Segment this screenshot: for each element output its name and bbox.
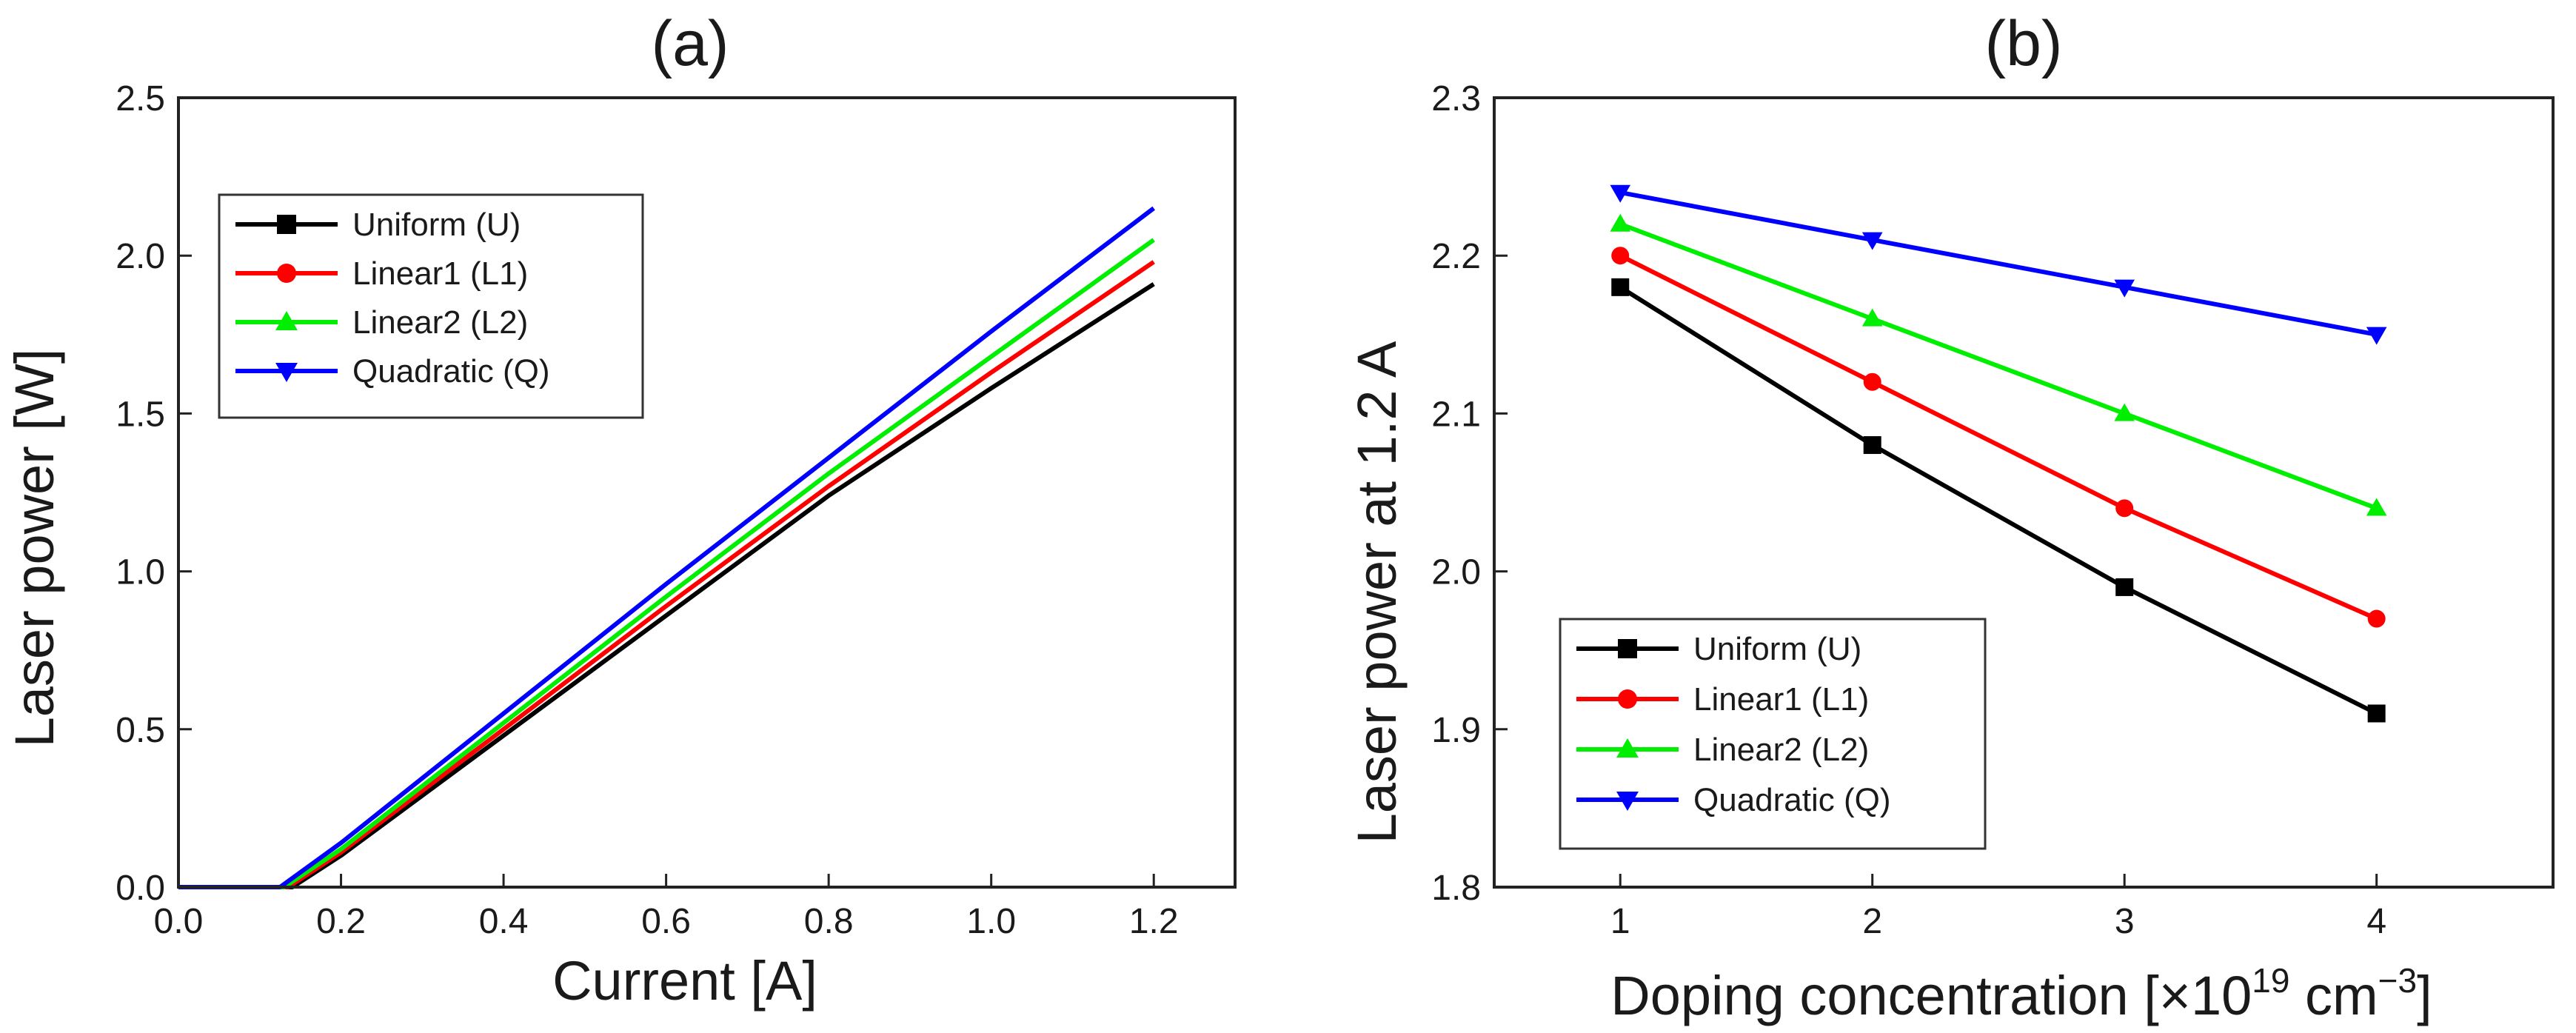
chart-b-y-tick-label: 2.0 (1431, 553, 1481, 592)
chart-a-x-axis-label: Current [A] (552, 950, 817, 1012)
chart-b-point-linear2-l2 (1610, 213, 1631, 232)
chart-b-x-axis-label-exp2: −3 (2378, 961, 2417, 1000)
chart-b-x-axis-label-exp1: 19 (2252, 961, 2289, 1000)
chart-a-y-tick-label: 0.0 (116, 869, 165, 908)
chart-b-y-tick-label: 2.3 (1431, 79, 1481, 118)
chart-a-x-tick-label: 1.0 (966, 902, 1016, 941)
chart-b-point-linear2-l2 (2366, 498, 2387, 516)
chart-b-point-linear2-l2 (1861, 308, 1883, 327)
chart-a-x-tick-label: 0.6 (641, 902, 691, 941)
chart-b-x-axis-label: Doping concentration [×1019 cm−3] (1610, 961, 2432, 1026)
chart-a-x-tick-label: 1.2 (1129, 902, 1179, 941)
chart-a-x-tick-label: 0.4 (479, 902, 529, 941)
chart-a-y-tick-label: 1.0 (116, 553, 165, 592)
chart-b-y-tick-label: 1.9 (1431, 711, 1481, 750)
chart-b-legend-marker (1616, 791, 1639, 811)
chart-a-legend-label: Quadratic (Q) (352, 353, 550, 390)
chart-b-legend: Uniform (U) Linear1 (L1) Linear2 (L2) Quadr… (1559, 618, 1987, 850)
chart-a-y-axis-label: Laser power [W] (4, 349, 65, 748)
chart-b-point-uniform-u (2115, 578, 2134, 596)
chart-b-x-tick-label: 4 (2366, 902, 2386, 941)
chart-a-y-tick-label: 1.5 (116, 395, 165, 434)
chart-b-x-axis-label-mid: cm (2289, 965, 2378, 1026)
chart-a-title: (a) (651, 8, 729, 79)
chart-b-y-tick-label: 2.1 (1431, 395, 1481, 434)
chart-b-legend-label: Linear1 (L1) (1693, 681, 1869, 718)
chart-a-legend-marker (275, 311, 298, 331)
chart-b-title: (b) (1984, 8, 2062, 79)
chart-a-legend-marker (277, 264, 296, 283)
chart-a-x-tick-label: 0.8 (804, 902, 854, 941)
chart-a-legend-label: Linear1 (L1) (352, 255, 528, 292)
chart-b-point-uniform-u (1863, 436, 1881, 455)
chart-b-point-linear2-l2 (2114, 403, 2135, 421)
chart-a-x-tick-label: 0.2 (316, 902, 366, 941)
chart-b-point-linear1-l1 (2367, 609, 2386, 628)
chart-b-y-tick-label: 2.2 (1431, 237, 1481, 276)
chart-b-point-quadratic-q (1861, 232, 1883, 250)
chart-a-y-tick-label: 2.0 (116, 237, 165, 276)
chart-b-x-axis-label-base: Doping concentration [×10 (1610, 965, 2252, 1026)
chart-b-y-axis-label: Laser power at 1.2 A (1346, 341, 1408, 843)
chart-b-legend-marker (1616, 738, 1639, 758)
chart-b-point-quadratic-q (2366, 327, 2387, 345)
chart-b-plot-frame (1493, 96, 2555, 889)
chart-b-legend-label: Quadratic (Q) (1693, 782, 1891, 818)
chart-a-legend-marker (275, 362, 298, 382)
chart-b-point-linear1-l1 (1863, 372, 1881, 391)
chart-b-series-line-uniform-u (1619, 285, 2378, 716)
chart-a-legend-label: Linear2 (L2) (352, 304, 528, 341)
chart-a-plot-frame (177, 96, 1237, 889)
chart-b-legend-label: Uniform (U) (1693, 631, 1861, 667)
chart-b-x-axis-label-end: ] (2417, 965, 2432, 1026)
chart-b-point-linear1-l1 (2115, 499, 2134, 518)
chart-a-legend: Uniform (U) Linear1 (L1) Linear2 (L2) Quadr… (218, 193, 644, 419)
chart-b: (b) Laser power at 1.2 A Doping concentr… (1346, 8, 2555, 1026)
chart-b-legend-label: Linear2 (L2) (1693, 732, 1869, 768)
chart-b-series-line-linear2-l2 (1619, 221, 2378, 511)
chart-b-x-tick-label: 2 (1862, 902, 1882, 941)
chart-b-point-quadratic-q (1610, 184, 1631, 203)
chart-b-series-line-linear1-l1 (1619, 253, 2378, 621)
chart-a-legend-label: Uniform (U) (352, 207, 521, 243)
chart-a-y-tick-label: 2.5 (116, 79, 165, 118)
chart-a-y-tick-label: 0.5 (116, 711, 165, 750)
chart-a-legend-marker (277, 215, 296, 234)
chart-b-x-tick-label: 1 (1610, 902, 1630, 941)
chart-b-legend-marker (1618, 639, 1637, 658)
chart-b-point-quadratic-q (2114, 279, 2135, 298)
chart-b-point-linear1-l1 (1611, 247, 1630, 265)
chart-b-legend-marker (1618, 689, 1637, 709)
chart-b-point-uniform-u (2367, 704, 2386, 723)
chart-a-x-tick-label: 0.0 (154, 902, 204, 941)
chart-a: (a) Laser power [W] Current [A] 0.0 0.2 0.… (4, 8, 1237, 1012)
chart-b-x-tick-label: 3 (2115, 902, 2135, 941)
chart-b-y-tick-label: 1.8 (1431, 869, 1481, 908)
chart-b-series-line-quadratic-q (1619, 190, 2378, 337)
chart-b-point-uniform-u (1611, 278, 1630, 296)
